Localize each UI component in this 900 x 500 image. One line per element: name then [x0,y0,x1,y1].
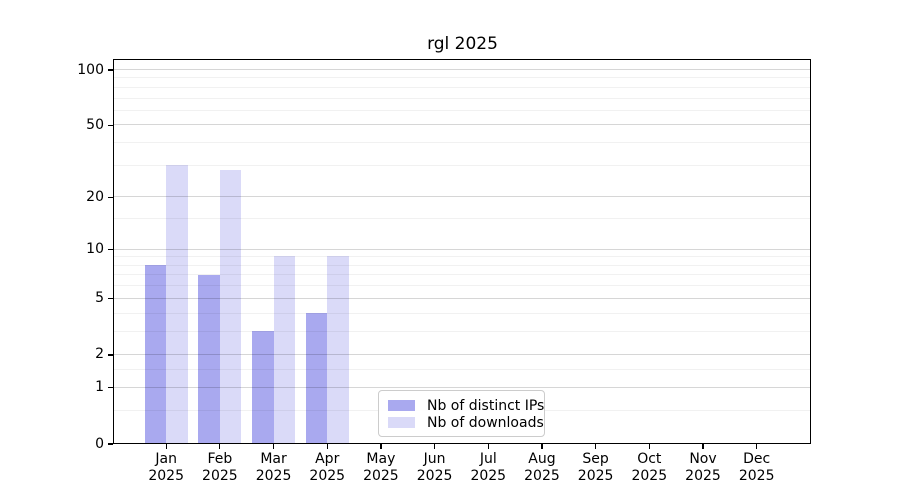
y-tick-label-20: 20 [86,188,104,205]
gridline-major-100 [114,69,810,70]
x-tick-mark-Jun [434,444,436,449]
y-tick-label-10: 10 [86,241,104,258]
x-tick-label-Jun: Jun 2025 [416,451,453,484]
legend-item-downloads: Nb of downloads [388,414,544,431]
y-tick-label-5: 5 [95,290,104,307]
legend-swatch-downloads [388,417,415,428]
gridline-minor-8 [114,264,810,266]
y-tick-mark-10 [108,249,113,251]
legend-item-distinct-ips: Nb of distinct IPs [388,397,544,414]
legend-label-distinct-ips: Nb of distinct IPs [427,397,545,414]
x-tick-label-Nov: Nov 2025 [685,451,721,484]
y-tick-label-2: 2 [95,346,104,363]
x-tick-label-Mar: Mar 2025 [255,451,292,484]
x-tick-label-Sep: Sep 2025 [577,451,614,484]
gridline-minor-6 [114,285,810,287]
y-tick-mark-2 [108,354,113,356]
x-tick-mark-Aug [541,444,543,449]
gridline-major-20 [114,196,810,198]
gridline-minor-9 [114,256,810,258]
x-tick-label-Feb: Feb 2025 [202,451,238,484]
y-tick-mark-5 [108,298,113,300]
y-tick-mark-20 [108,196,113,198]
x-tick-mark-Apr [326,444,328,449]
x-tick-mark-May [380,444,382,449]
gridline-minor-3 [114,330,810,332]
bar-ips-Jan [144,264,167,443]
x-tick-mark-Jul [487,444,489,449]
gridline-minor-70 [114,97,810,99]
x-tick-label-Apr: Apr 2025 [309,451,346,484]
gridline-minor-4 [114,312,810,314]
gridline-major-5 [114,297,810,299]
gridline-major-50 [114,124,810,126]
chart-title: rgl 2025 [427,34,498,54]
bar-downloads-Apr [327,256,349,443]
bar-ips-Apr [305,312,328,443]
gridline-minor-30 [114,164,810,166]
gridline-minor-40 [114,142,810,144]
gridline-major-2 [114,353,810,355]
x-tick-label-Dec: Dec 2025 [738,451,775,484]
bar-downloads-Jan [166,164,188,443]
y-tick-label-1: 1 [95,379,104,396]
y-tick-mark-0 [108,443,113,445]
bar-ips-Feb [198,274,220,443]
x-tick-label-May: May 2025 [363,451,399,484]
gridline-minor-15 [114,218,810,220]
x-tick-mark-Dec [756,444,758,449]
gridline-major-1 [114,386,810,388]
y-tick-label-50: 50 [86,116,104,133]
x-tick-label-Jul: Jul 2025 [470,451,507,484]
x-tick-mark-Nov [702,444,704,449]
legend-label-downloads: Nb of downloads [427,414,544,431]
y-tick-mark-100 [108,69,113,71]
gridline-minor-1.5 [114,368,810,370]
x-tick-label-Oct: Oct 2025 [631,451,668,484]
y-tick-label-100: 100 [77,61,104,78]
x-tick-mark-Oct [648,444,650,449]
gridline-minor-80 [114,86,810,88]
x-tick-mark-Mar [272,444,275,449]
gridline-major-10 [114,248,810,250]
gridline-minor-60 [114,109,810,111]
legend: Nb of distinct IPs Nb of downloads [378,390,545,437]
gridline-minor-90 [114,77,810,79]
legend-swatch-distinct-ips [388,400,415,411]
x-tick-mark-Jan [165,444,167,449]
y-tick-mark-1 [108,387,113,389]
plot-area [113,59,811,444]
y-tick-mark-50 [108,124,113,126]
y-tick-label-0: 0 [95,435,104,452]
x-tick-label-Jan: Jan 2025 [148,451,184,484]
bar-downloads-Mar [273,256,296,443]
x-tick-label-Aug: Aug 2025 [524,451,560,484]
x-tick-mark-Sep [595,444,597,449]
bar-ips-Mar [252,330,274,443]
gridline-minor-7 [114,274,810,276]
x-tick-mark-Feb [219,444,221,449]
bar-downloads-Feb [219,170,242,443]
